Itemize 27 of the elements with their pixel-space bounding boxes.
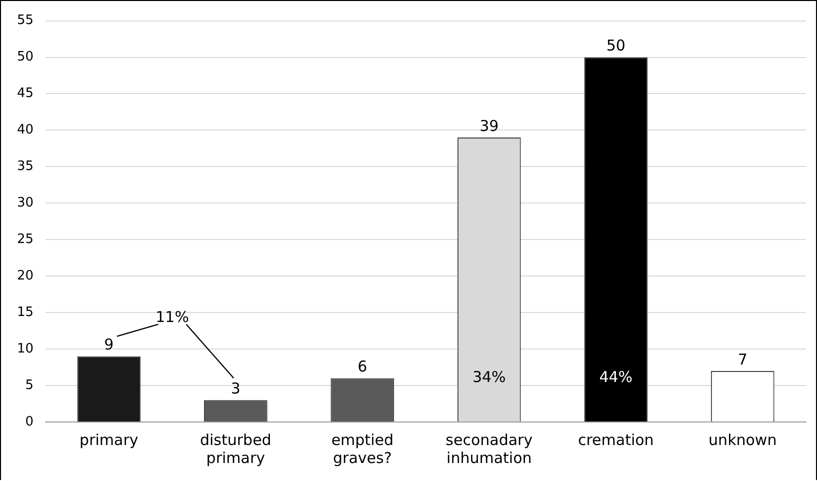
data-label: 50 [606,36,626,55]
annotation: 34% [472,368,506,386]
y-tick-label: 35 [16,159,34,174]
y-tick-label: 5 [25,378,34,393]
x-tick-label: seconadary inhumation [446,430,533,467]
y-tick-label: 15 [16,304,34,320]
y-tick-label: 30 [16,196,34,211]
x-tick-label: cremation [578,430,654,449]
x-tick-label: emptied graves? [331,430,394,467]
y-tick-label: 20 [16,268,34,284]
data-label: 39 [480,116,499,135]
y-tick-label: 45 [16,86,34,102]
y-tick-label: 50 [16,50,34,65]
x-tick-label: disturbed primary [200,430,272,467]
y-tick-label: 55 [16,13,34,28]
y-tick-label: 40 [16,122,34,138]
annotation: 11% [156,308,189,326]
data-label: 3 [230,380,240,398]
annotation: 44% [599,368,633,386]
x-tick-label: primary [80,430,138,449]
data-label: 7 [738,350,748,368]
y-tick-label: 25 [16,232,34,248]
x-tick-label: unknown [708,430,777,449]
data-label: 6 [358,358,368,376]
data-label: 9 [104,336,114,354]
y-tick-label: 10 [16,341,34,356]
y-tick-label: 0 [25,414,34,430]
